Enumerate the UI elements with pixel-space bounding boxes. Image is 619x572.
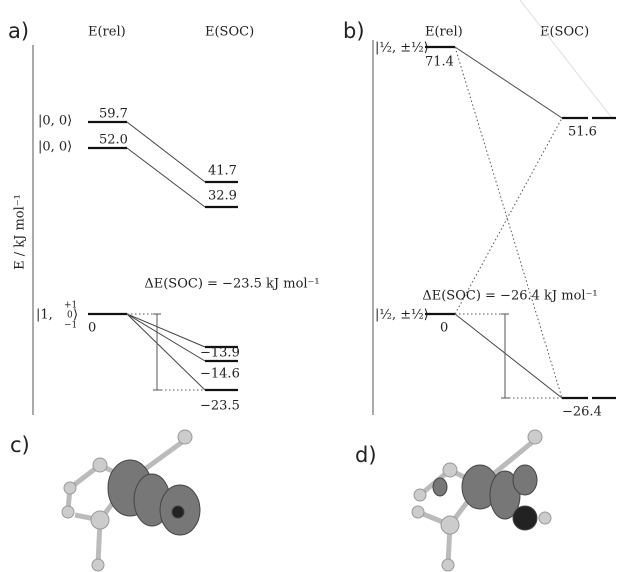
panel-label: d) [355, 443, 377, 467]
level-value: 52.0 [99, 133, 128, 148]
shape [92, 559, 104, 571]
shape [433, 478, 447, 496]
shape [455, 47, 562, 398]
shape [441, 516, 459, 534]
column-header: E(rel) [88, 25, 126, 40]
shape [513, 506, 537, 530]
shape [178, 430, 192, 444]
panel-a: a) E(rel) E(SOC) E / kJ mol⁻¹ |0, 0⟩ 59.… [8, 19, 320, 415]
level-value: −13.9 [200, 346, 240, 361]
shape [127, 122, 205, 182]
shape [414, 489, 426, 501]
shape [127, 148, 205, 207]
panel-label: c) [10, 433, 30, 457]
level-value: −23.5 [200, 399, 240, 414]
shape [93, 458, 107, 472]
panel-label: b) [343, 19, 365, 43]
shape [127, 314, 205, 361]
level-value: 51.6 [568, 125, 597, 140]
state-label: |½, ±½⟩ [375, 308, 429, 323]
level-value: 41.7 [208, 164, 237, 179]
shape [513, 465, 537, 495]
column-header: E(SOC) [540, 25, 589, 40]
state-label: ⟩ [73, 308, 78, 323]
shape [442, 559, 454, 571]
shape [412, 506, 424, 518]
connectors [127, 122, 205, 390]
shape [62, 506, 74, 518]
panel-b: b) E(rel) E(SOC) |½, ±½⟩ 71.4 |½, ±½⟩ 0 … [343, 0, 616, 420]
panel-d: d) [355, 430, 551, 571]
panel-c: c) [10, 430, 200, 571]
shape [455, 47, 562, 118]
shape [64, 482, 76, 494]
level-value: −14.6 [200, 367, 240, 382]
shape [443, 463, 457, 477]
state-label: |0, 0⟩ [38, 140, 72, 155]
level-value: 71.4 [425, 55, 454, 70]
column-header: E(rel) [425, 25, 463, 40]
shape [455, 314, 562, 398]
state-label: |1, [36, 308, 53, 323]
shape [528, 430, 542, 444]
panel-label: a) [8, 19, 29, 43]
delta-label: ΔE(SOC) = −23.5 kJ mol⁻¹ [144, 277, 319, 292]
axis-label: E / kJ mol⁻¹ [13, 194, 28, 270]
level-value: 32.9 [208, 189, 237, 204]
shape [539, 512, 551, 524]
shape [455, 118, 562, 314]
guide-line [520, 0, 612, 118]
delta-label: ΔE(SOC) = −26.4 kJ mol⁻¹ [422, 289, 597, 304]
level-value: 59.7 [99, 107, 128, 122]
level-value: −26.4 [562, 405, 602, 420]
state-label: |0, 0⟩ [38, 114, 72, 129]
column-header: E(SOC) [205, 25, 254, 40]
shape [172, 506, 184, 518]
state-label: |½, ±½⟩ [375, 41, 429, 56]
shape [108, 460, 200, 535]
level-value: 0 [440, 321, 448, 336]
shape [127, 314, 205, 347]
connectors [455, 47, 562, 398]
level-value: 0 [88, 321, 96, 336]
figure: a) E(rel) E(SOC) E / kJ mol⁻¹ |0, 0⟩ 59.… [0, 0, 619, 572]
shape [91, 511, 109, 529]
shape [127, 314, 205, 390]
